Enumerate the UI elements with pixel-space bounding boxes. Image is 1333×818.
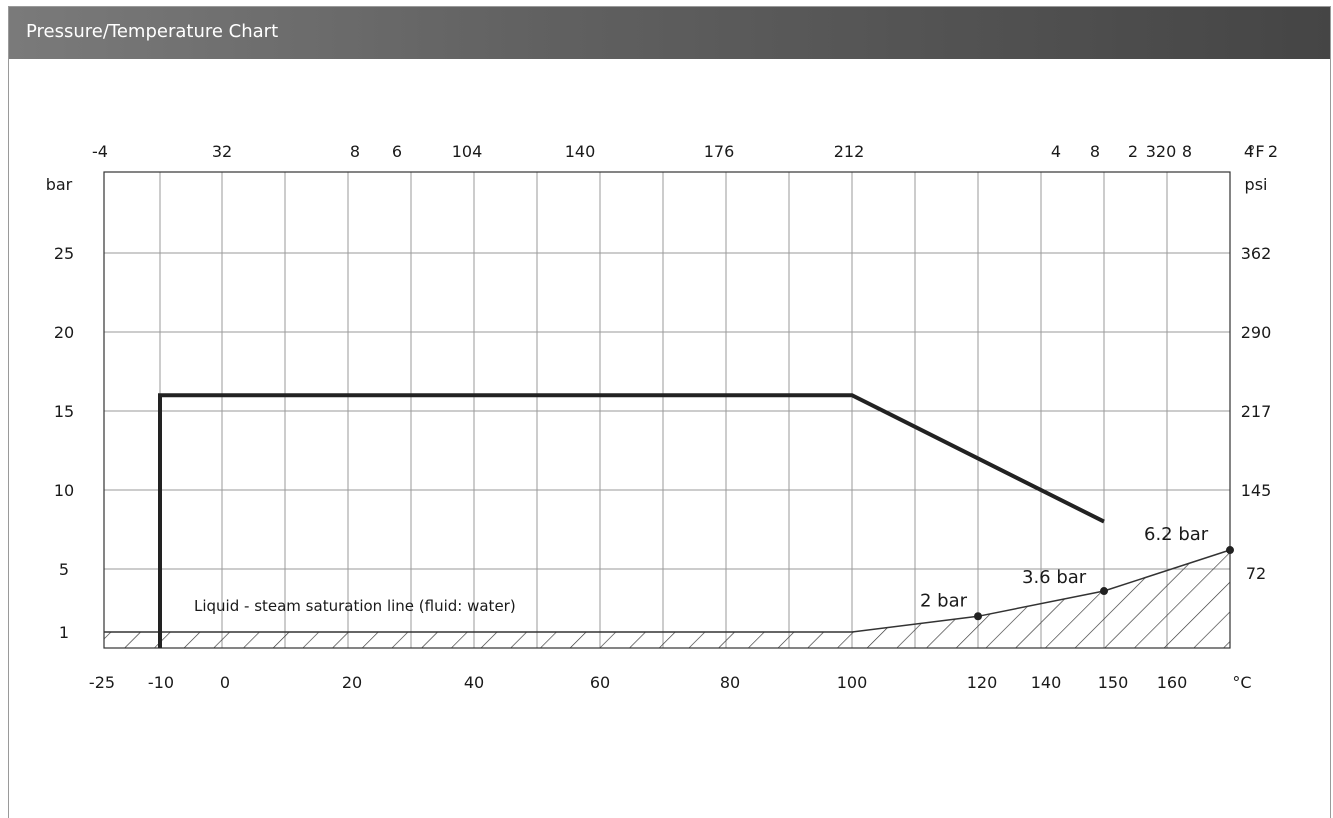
y-tick-right-label: 290: [1241, 323, 1272, 342]
x-tick-top-label: 320: [1146, 142, 1177, 161]
x-tick-top-label: 6: [392, 142, 402, 161]
x-tick-top-label: 8: [1090, 142, 1100, 161]
x-tick-top-label: °F: [1247, 142, 1264, 161]
x-tick-top-label: 104: [452, 142, 483, 161]
y-tick-left-label: 25: [54, 244, 74, 263]
x-tick-top-label: 140: [565, 142, 596, 161]
y-tick-right-label: 145: [1241, 481, 1272, 500]
saturation-point: [974, 612, 982, 621]
y-tick-left-label: 1: [59, 623, 69, 642]
annotation-label: 6.2 bar: [1144, 524, 1209, 545]
saturation-point: [1226, 546, 1234, 555]
x-tick-label: -10: [148, 673, 174, 692]
panel-title: Pressure/Temperature Chart: [26, 21, 279, 42]
chart-panel: Pressure/Temperature Chart: [8, 6, 1331, 818]
annotation-label: 3.6 bar: [1022, 567, 1087, 588]
y-tick-right-label: 362: [1241, 244, 1272, 263]
x-tick-label: 150: [1098, 673, 1129, 692]
annotation-label: 2 bar: [920, 590, 968, 611]
saturation-hatched-area: [104, 550, 1230, 648]
x-tick-top-label: -4: [92, 142, 108, 161]
x-tick-top-label: 2: [1128, 142, 1138, 161]
x-tick-label: 20: [342, 673, 362, 692]
x-tick-top-label: 4: [1051, 142, 1061, 161]
saturation-note: Liquid - steam saturation line (fluid: w…: [194, 597, 516, 615]
x-tick-label: °C: [1232, 673, 1251, 692]
x-tick-label: 160: [1157, 673, 1188, 692]
pressure-limit-line: [158, 393, 1105, 648]
x-tick-label: 120: [967, 673, 998, 692]
plot-frame: [103, 171, 1231, 649]
y-tick-left-label: 15: [54, 402, 74, 421]
y-tick-left-label: 10: [54, 481, 74, 500]
y-tick-left-label: bar: [46, 175, 73, 194]
x-tick-label: 60: [590, 673, 610, 692]
x-tick-top-label: 176: [704, 142, 735, 161]
x-tick-label: 40: [464, 673, 484, 692]
saturation-point: [1100, 587, 1108, 596]
x-tick-label: -25: [89, 673, 115, 692]
x-tick-label: 100: [837, 673, 868, 692]
x-tick-label: 80: [720, 673, 740, 692]
y-tick-left-label: 20: [54, 323, 74, 342]
panel-header: Pressure/Temperature Chart: [9, 7, 1330, 59]
x-tick-top-label: 4: [1244, 142, 1254, 161]
x-tick-top-label: 212: [834, 142, 865, 161]
y-tick-right-label: psi: [1245, 175, 1268, 194]
x-tick-top-label: 32: [212, 142, 232, 161]
y-tick-right-label: 72: [1246, 564, 1266, 583]
y-tick-right-label: 217: [1241, 402, 1272, 421]
y-tick-left-label: 5: [59, 560, 69, 579]
x-tick-top-label: 8: [350, 142, 360, 161]
x-tick-top-label: 2: [1268, 142, 1278, 161]
x-tick-top-label: 8: [1182, 142, 1192, 161]
x-tick-label: 140: [1031, 673, 1062, 692]
x-tick-label: 0: [220, 673, 230, 692]
